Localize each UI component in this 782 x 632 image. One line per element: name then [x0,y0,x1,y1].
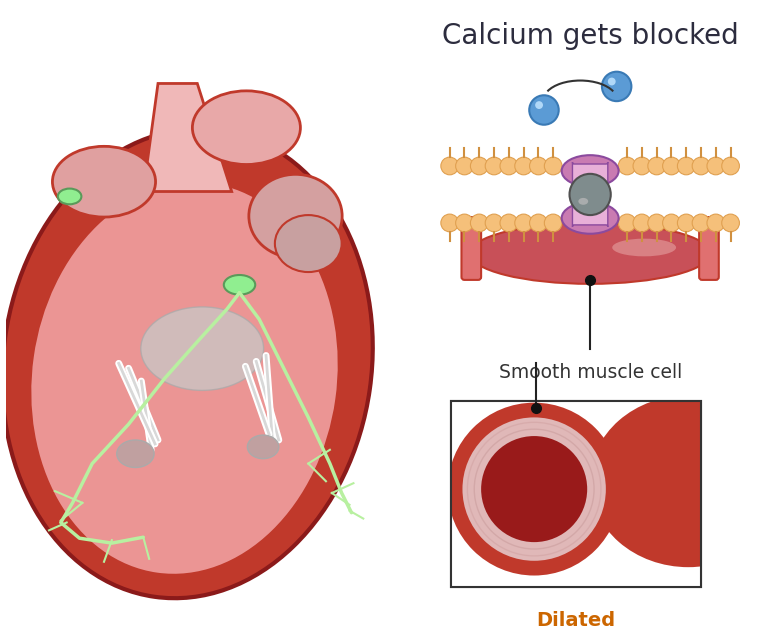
Circle shape [544,214,562,232]
Circle shape [471,214,488,232]
Circle shape [500,157,518,175]
Circle shape [692,157,710,175]
Ellipse shape [612,239,676,257]
Circle shape [529,157,547,175]
Circle shape [569,174,611,215]
Ellipse shape [31,183,338,574]
Ellipse shape [470,223,711,284]
Circle shape [633,214,651,232]
Ellipse shape [52,147,156,217]
Circle shape [485,157,503,175]
Bar [450,401,701,587]
Ellipse shape [117,440,154,468]
Circle shape [602,71,631,101]
Ellipse shape [275,215,342,272]
Text: Calcium gets blocked: Calcium gets blocked [442,21,738,49]
Circle shape [485,214,503,232]
Circle shape [481,436,587,542]
Circle shape [462,417,606,561]
Ellipse shape [192,91,300,164]
Ellipse shape [58,188,81,204]
Circle shape [441,214,458,232]
FancyBboxPatch shape [461,217,481,280]
Text: Smooth muscle cell: Smooth muscle cell [498,363,682,382]
Circle shape [515,157,533,175]
Bar [450,401,701,587]
Ellipse shape [590,395,782,567]
Circle shape [662,157,680,175]
Ellipse shape [224,275,255,295]
Ellipse shape [2,128,373,599]
Circle shape [619,157,636,175]
Ellipse shape [141,307,264,391]
Circle shape [707,157,725,175]
Circle shape [456,214,473,232]
Circle shape [529,95,558,125]
Circle shape [647,157,665,175]
Circle shape [471,157,488,175]
Circle shape [722,214,740,232]
Ellipse shape [561,202,619,234]
FancyBboxPatch shape [572,162,608,227]
Circle shape [662,214,680,232]
Circle shape [707,214,725,232]
Ellipse shape [579,198,588,205]
Ellipse shape [249,174,343,258]
Circle shape [441,157,458,175]
Circle shape [619,214,636,232]
Circle shape [500,214,518,232]
Polygon shape [143,83,231,191]
Circle shape [677,214,695,232]
Bar [450,401,701,587]
Circle shape [722,157,740,175]
Circle shape [456,157,473,175]
Circle shape [529,214,547,232]
FancyBboxPatch shape [699,217,719,280]
Circle shape [677,157,695,175]
Circle shape [692,214,710,232]
Ellipse shape [247,435,279,459]
Circle shape [515,214,533,232]
Circle shape [544,157,562,175]
Circle shape [535,101,543,109]
Circle shape [647,214,665,232]
Ellipse shape [561,155,619,186]
Circle shape [633,157,651,175]
Text: Dilated: Dilated [536,611,615,630]
Circle shape [448,403,621,576]
Circle shape [608,78,615,85]
